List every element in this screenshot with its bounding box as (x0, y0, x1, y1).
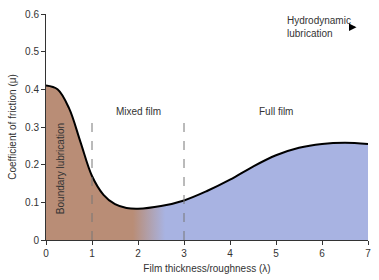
svg-text:Hydrodynamiclubrication: Hydrodynamiclubrication (287, 15, 351, 39)
svg-text:3: 3 (181, 248, 187, 259)
svg-text:2: 2 (135, 248, 141, 259)
svg-text:1: 1 (89, 248, 95, 259)
svg-text:4: 4 (227, 248, 233, 259)
svg-text:Boundary lubrication: Boundary lubrication (55, 123, 66, 214)
svg-text:0.5: 0.5 (25, 46, 39, 57)
svg-text:6: 6 (319, 248, 325, 259)
svg-text:0.2: 0.2 (25, 159, 39, 170)
svg-text:Mixed film: Mixed film (116, 106, 161, 117)
svg-text:0.1: 0.1 (25, 197, 39, 208)
svg-text:0: 0 (33, 235, 39, 246)
svg-text:0.6: 0.6 (25, 9, 39, 20)
svg-text:Film thickness/roughness (λ): Film thickness/roughness (λ) (143, 263, 270, 274)
svg-text:Coefficient of friction (μ): Coefficient of friction (μ) (7, 74, 18, 180)
svg-text:Full film: Full film (259, 106, 293, 117)
svg-text:0.3: 0.3 (25, 122, 39, 133)
svg-text:7: 7 (365, 248, 371, 259)
svg-text:5: 5 (273, 248, 279, 259)
svg-text:0.4: 0.4 (25, 84, 39, 95)
svg-text:0: 0 (43, 248, 49, 259)
